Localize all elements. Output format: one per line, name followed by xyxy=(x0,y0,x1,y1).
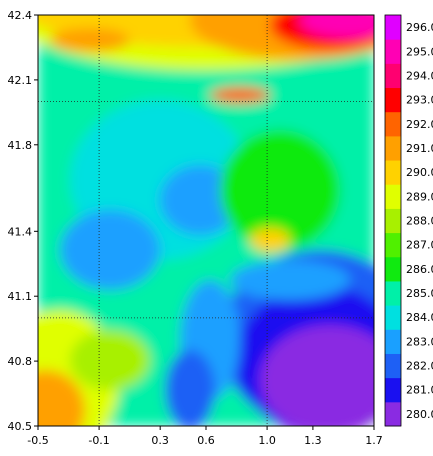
x-tick-label: 0.3 xyxy=(151,434,169,447)
colorbar-swatch xyxy=(385,353,401,379)
colorbar-swatch xyxy=(385,39,401,64)
colorbar-swatch xyxy=(385,135,401,161)
y-tick-label: 41.1 xyxy=(8,290,33,303)
colorbar-swatch xyxy=(385,184,401,209)
colorbar-swatch xyxy=(385,208,401,234)
map-gridlines xyxy=(38,15,374,426)
colorbar-label: 294.0 xyxy=(406,69,433,82)
colorbar-label: 283.0 xyxy=(406,335,433,348)
colorbar-swatch xyxy=(385,377,401,403)
colorbar-label: 296.0 xyxy=(406,21,433,34)
x-tick-label: 1.3 xyxy=(304,434,322,447)
y-tick-label: 40.5 xyxy=(8,420,33,433)
colorbar-swatch xyxy=(385,232,401,258)
colorbar-label: 289.0 xyxy=(406,190,433,203)
y-tick-label: 42.4 xyxy=(8,9,33,22)
colorbar-swatch xyxy=(385,280,401,306)
x-tick-label: 1.0 xyxy=(258,434,276,447)
colorbar-swatch xyxy=(385,15,401,40)
colorbar-label: 291.0 xyxy=(406,142,433,155)
x-tick-label: 1.7 xyxy=(365,434,383,447)
y-tick-label: 42.1 xyxy=(8,74,33,87)
colorbar-swatch xyxy=(385,160,401,185)
colorbar-label: 282.0 xyxy=(406,360,433,373)
colorbar-label: 293.0 xyxy=(406,94,433,107)
x-tick-label: -0.1 xyxy=(88,434,109,447)
y-tick-label: 41.8 xyxy=(8,139,33,152)
colorbar-label: 295.0 xyxy=(406,45,433,58)
colorbar-swatch xyxy=(385,329,401,354)
colorbar-swatch xyxy=(385,63,401,89)
colorbar-swatch xyxy=(385,256,401,282)
colorbar-label: 286.0 xyxy=(406,263,433,276)
colorbar-swatch xyxy=(385,111,401,137)
colorbar-frame xyxy=(384,14,402,427)
colorbar-swatch xyxy=(385,305,401,330)
colorbar-label: 281.0 xyxy=(406,384,433,397)
colorbar-label: 285.0 xyxy=(406,287,433,300)
y-axis-ticks: 40.5 40.8 41.1 41.4 41.8 42.1 42.4 xyxy=(8,9,38,433)
colorbar-label: 280.0 xyxy=(406,408,433,421)
colorbar-label: 292.0 xyxy=(406,118,433,131)
x-tick-label: -0.5 xyxy=(27,434,48,447)
colorbar-swatch xyxy=(385,401,401,427)
colorbar-label: 287.0 xyxy=(406,239,433,252)
colorbar-label: 288.0 xyxy=(406,215,433,228)
y-tick-label: 41.4 xyxy=(8,225,33,238)
x-tick-label: 0.6 xyxy=(197,434,215,447)
y-tick-label: 40.8 xyxy=(8,355,33,368)
colorbar-label: 290.0 xyxy=(406,166,433,179)
colorbar-swatch xyxy=(385,87,401,113)
colorbar-label: 284.0 xyxy=(406,311,433,324)
colorbar: 280.0 281.0 282.0 283.0 284.0 285.0 286.0 287.0… xyxy=(384,14,433,427)
x-axis-ticks: -0.5 -0.1 0.3 0.6 1.0 1.3 1.7 xyxy=(27,426,383,447)
temperature-field xyxy=(38,15,374,426)
